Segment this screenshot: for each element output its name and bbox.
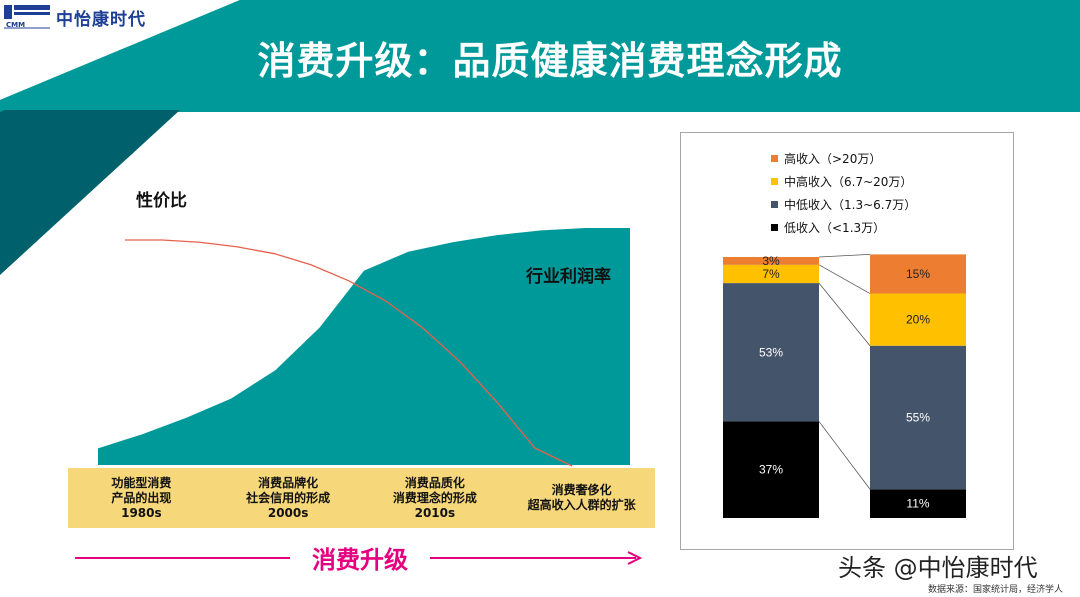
- legend-item: 低收入（<1.3万）: [771, 219, 885, 236]
- stack-data-label: 3%: [762, 254, 780, 268]
- stage-line1: 消费奢侈化: [551, 483, 612, 497]
- stage-year: 2010s: [414, 505, 456, 520]
- stack-data-label: 7%: [762, 267, 780, 281]
- stack-data-label: 11%: [906, 497, 929, 511]
- stage-line1: 消费品牌化: [258, 475, 319, 490]
- connector-line: [818, 264, 871, 294]
- connector-line: [818, 282, 871, 346]
- stage-item: 功能型消费 产品的出现 1980s: [68, 468, 215, 528]
- stack-data-label: 53%: [759, 345, 783, 359]
- stage-line1: 消费品质化: [404, 475, 465, 490]
- legend-label: 低收入（<1.3万）: [784, 221, 886, 235]
- brand-name: 中怡康时代: [56, 9, 146, 30]
- income-chart-panel: 高收入（>20万） 中高收入（6.7~20万） 中低收入（1.3~6.7万） 低…: [680, 132, 1014, 550]
- stage-line2: 产品的出现: [111, 490, 172, 505]
- stage-line2: 超高收入人群的扩张: [527, 498, 636, 512]
- stack-segment: [723, 421, 819, 518]
- stack-data-label: 37%: [759, 463, 783, 477]
- connector-line: [818, 253, 871, 258]
- watermark: 头条 @中怡康时代: [838, 554, 1038, 582]
- legend-swatch: [771, 201, 778, 208]
- cmm-logo-mark-icon: CMM: [4, 5, 50, 29]
- slide-title: 消费升级：品质健康消费理念形成: [257, 39, 843, 83]
- income-stacked-bars: 37% 53% 7%3% 11% 55% 20% 15%: [723, 253, 966, 518]
- stages-bar: 功能型消费 产品的出现 1980s 消费品牌化 社会信用的形成 2000s 消费…: [68, 468, 655, 528]
- stage-line2: 社会信用的形成: [246, 490, 331, 505]
- legend-swatch: [771, 155, 778, 162]
- stage-item: 消费奢侈化 超高收入人群的扩张: [508, 468, 655, 528]
- value-for-money-label: 性价比: [136, 191, 187, 211]
- connector-line: [818, 421, 871, 490]
- stack-segment: [870, 345, 966, 490]
- upgrade-label: 消费升级: [290, 540, 430, 575]
- stack-data-label: 55%: [906, 411, 930, 425]
- stack-data-label: 20%: [906, 313, 930, 327]
- stack-segment: [870, 254, 966, 294]
- stack-segment: [723, 264, 819, 284]
- source-note: 数据来源：国家统计局，经济学人: [928, 585, 1064, 595]
- left-triangle-decor: [0, 110, 180, 275]
- brand-logo: CMM 中怡康时代: [4, 4, 146, 30]
- legend-label: 高收入（>20万）: [784, 152, 882, 166]
- profit-value-chart: [98, 228, 630, 467]
- stage-line1: 功能型消费: [111, 475, 172, 490]
- stack-segment: [723, 257, 819, 265]
- stage-year: 2000s: [267, 505, 309, 520]
- legend-label: 中高收入（6.7~20万）: [784, 175, 913, 189]
- arrow-head-icon: [627, 551, 643, 565]
- stack-segment: [870, 489, 966, 518]
- stage-item: 消费品质化 消费理念的形成 2010s: [362, 468, 509, 528]
- value-for-money-curve: [125, 239, 573, 467]
- legend-item: 中低收入（1.3~6.7万）: [771, 196, 916, 213]
- profit-rate-area: [98, 228, 630, 465]
- legend-item: 高收入（>20万）: [771, 150, 881, 167]
- legend-label: 中低收入（1.3~6.7万）: [784, 198, 917, 212]
- logo-tag: CMM: [6, 21, 26, 29]
- stage-item: 消费品牌化 社会信用的形成 2000s: [215, 468, 362, 528]
- stack-data-label: 15%: [906, 267, 930, 281]
- stage-line2: 消费理念的形成: [392, 490, 477, 505]
- header-diagonal-decor: [0, 0, 240, 112]
- profit-rate-label: 行业利润率: [526, 267, 611, 287]
- legend-item: 中高收入（6.7~20万）: [771, 173, 912, 190]
- stack-segment: [723, 283, 819, 422]
- legend-swatch: [771, 224, 778, 231]
- stack-segment: [870, 293, 966, 346]
- stage-year: 1980s: [121, 505, 162, 520]
- legend-swatch: [771, 178, 778, 185]
